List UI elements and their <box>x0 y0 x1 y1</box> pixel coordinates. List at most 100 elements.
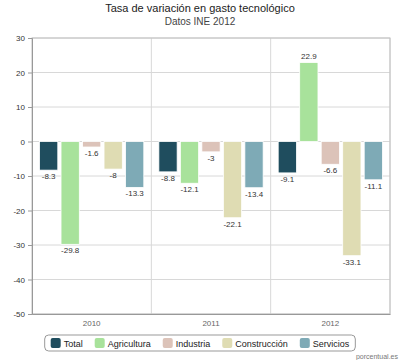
tick-mark <box>28 73 32 74</box>
bar <box>321 142 339 165</box>
tick-label: -10 <box>13 172 25 181</box>
tick-label: 30 <box>16 34 25 43</box>
bar <box>61 142 79 245</box>
legend-item: Industria <box>163 338 211 349</box>
bars <box>40 62 383 255</box>
grid-line <box>32 107 390 108</box>
tick-mark <box>28 245 32 246</box>
legend-swatch <box>300 338 310 348</box>
axis-line <box>28 39 33 315</box>
grid <box>32 38 390 314</box>
bar <box>104 142 122 170</box>
bar <box>202 142 220 152</box>
data-label: -13.3 <box>126 189 145 198</box>
tick-label: 2011 <box>202 319 220 328</box>
tick: 0 <box>21 138 32 147</box>
bar <box>300 62 318 141</box>
bar <box>343 142 361 256</box>
grid-line <box>32 279 390 280</box>
legend-swatch <box>51 338 61 348</box>
legend-frame <box>45 335 356 351</box>
axis-line <box>33 314 391 315</box>
tick-label: 20 <box>16 69 25 78</box>
tick: -10 <box>13 172 32 181</box>
tick-label: -30 <box>13 241 25 250</box>
legend-swatch <box>95 338 105 348</box>
tick: 2011 <box>202 314 220 328</box>
tick-label: 10 <box>16 103 25 112</box>
data-label: -13.4 <box>245 190 264 199</box>
data-label: -22.1 <box>223 220 242 229</box>
data-label: -29.8 <box>61 246 80 255</box>
data-label: 22.9 <box>301 52 317 61</box>
legend-item: Agricultura <box>95 338 151 349</box>
data-label: -33.1 <box>343 258 362 267</box>
legend-label: Servicios <box>313 339 350 349</box>
bar <box>180 142 198 184</box>
grid-line <box>32 245 390 246</box>
tick-label: 2012 <box>321 319 339 328</box>
data-label: -11.1 <box>365 182 383 191</box>
tick-label: 2010 <box>83 319 101 328</box>
tick: 20 <box>16 69 32 78</box>
tick: -40 <box>13 276 32 285</box>
data-label: -9.1 <box>280 175 294 184</box>
tick-label: 0 <box>21 138 26 147</box>
tick-mark <box>28 38 32 39</box>
legend-label: Industria <box>176 339 211 349</box>
bar <box>159 142 177 172</box>
bar <box>245 142 263 188</box>
tick-mark <box>28 176 32 177</box>
tick-label: -40 <box>13 276 25 285</box>
title: Tasa de variación en gasto tecnológico <box>105 2 295 14</box>
grid-line <box>32 176 390 177</box>
data-label: -8 <box>110 171 118 180</box>
tick-mark <box>28 211 32 212</box>
bar <box>40 142 58 171</box>
tick-mark <box>28 142 32 143</box>
legend-swatch <box>163 338 173 348</box>
x-axis: 2010 2011 2012 <box>33 314 391 328</box>
category-separator <box>151 38 152 314</box>
legend-item: Construcción <box>222 338 288 349</box>
tick-mark <box>28 314 32 315</box>
tick-label: -50 <box>13 310 25 319</box>
bar <box>83 142 101 148</box>
category-separator <box>270 38 271 314</box>
tick: 10 <box>16 103 32 112</box>
legend-label: Construcción <box>235 339 288 349</box>
bar <box>223 142 241 218</box>
subtitle: Datos INE 2012 <box>165 16 236 27</box>
legend: Total Agricultura Industria Construcción Ser… <box>45 335 356 351</box>
data-label: -8.3 <box>42 172 56 181</box>
bar <box>364 142 382 180</box>
data-label: -8.8 <box>161 174 175 183</box>
data-label: -12.1 <box>180 185 199 194</box>
tick: -50 <box>13 310 32 319</box>
annotation: porcentual.es <box>356 353 399 360</box>
tick: -30 <box>13 241 32 250</box>
legend-item: Total <box>51 338 83 349</box>
data-labels: -8.3 -8.8 -9.1 -29.8 -12.1 22.9 -1.6 -3 -6.6 -8 -2… <box>42 52 383 266</box>
tick: -20 <box>13 207 32 216</box>
tick-mark <box>28 280 32 281</box>
bar <box>126 142 144 188</box>
grid-line <box>32 72 390 73</box>
tick: 2010 <box>83 314 101 328</box>
legend-label: Total <box>64 339 83 349</box>
plot-frame <box>32 38 390 314</box>
tick: 2012 <box>321 314 339 328</box>
y-axis: -50 -40 -30 -20 -10 0 10 20 30 <box>13 34 32 319</box>
legend-label: Agricultura <box>108 339 151 349</box>
tick: 30 <box>16 34 32 43</box>
grid-line <box>32 210 390 211</box>
data-label: -3 <box>207 154 215 163</box>
tick-mark <box>28 107 32 108</box>
bar <box>278 142 296 173</box>
data-label: -1.6 <box>85 149 99 158</box>
chart: Tasa de variación en gasto tecnológico Da… <box>0 0 400 360</box>
data-label: -6.6 <box>323 166 337 175</box>
legend-swatch <box>222 338 232 348</box>
tick-label: -20 <box>13 207 25 216</box>
legend-item: Servicios <box>300 338 350 349</box>
